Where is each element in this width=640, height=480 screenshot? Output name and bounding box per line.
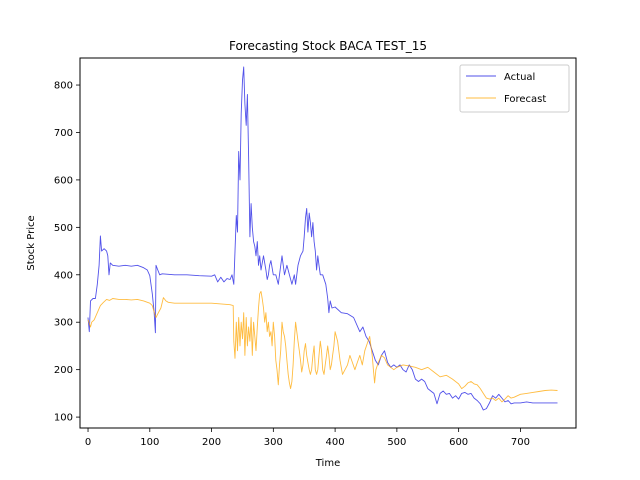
plot-frame (79, 57, 577, 429)
x-tick-label: 600 (449, 437, 468, 448)
y-axis: 100 200 300 400 500 600 700 800 (54, 81, 80, 424)
y-tick-label: 100 (54, 413, 73, 424)
x-tick-label: 400 (326, 437, 345, 448)
x-tick-label: 700 (511, 437, 530, 448)
x-tick-label: 0 (85, 437, 91, 448)
y-tick-label: 300 (54, 318, 73, 329)
x-tick-label: 300 (264, 437, 283, 448)
x-axis: 0 100 200 300 400 500 600 700 (85, 428, 530, 448)
x-tick-label: 500 (387, 437, 406, 448)
y-tick-label: 800 (54, 81, 73, 92)
x-tick-label: 200 (202, 437, 221, 448)
plot-area (80, 58, 576, 428)
legend-box (459, 64, 570, 113)
series-layer (87, 66, 558, 411)
chart-title: Forecasting Stock BACA TEST_15 (229, 39, 427, 53)
y-tick-label: 700 (54, 128, 73, 139)
x-axis-label: Time (315, 458, 340, 469)
x-tick-label: 100 (140, 437, 159, 448)
y-tick-label: 400 (54, 270, 73, 281)
y-tick-label: 200 (54, 365, 73, 376)
y-tick-label: 500 (54, 223, 73, 234)
legend-label-forecast: Forecast (504, 94, 546, 105)
legend-label-actual: Actual (504, 72, 535, 83)
legend: Actual Forecast (459, 64, 570, 113)
series-line-actual (87, 66, 558, 411)
y-axis-label: Stock Price (26, 215, 37, 270)
series-line-forecast (87, 290, 558, 403)
y-tick-label: 600 (54, 175, 73, 186)
